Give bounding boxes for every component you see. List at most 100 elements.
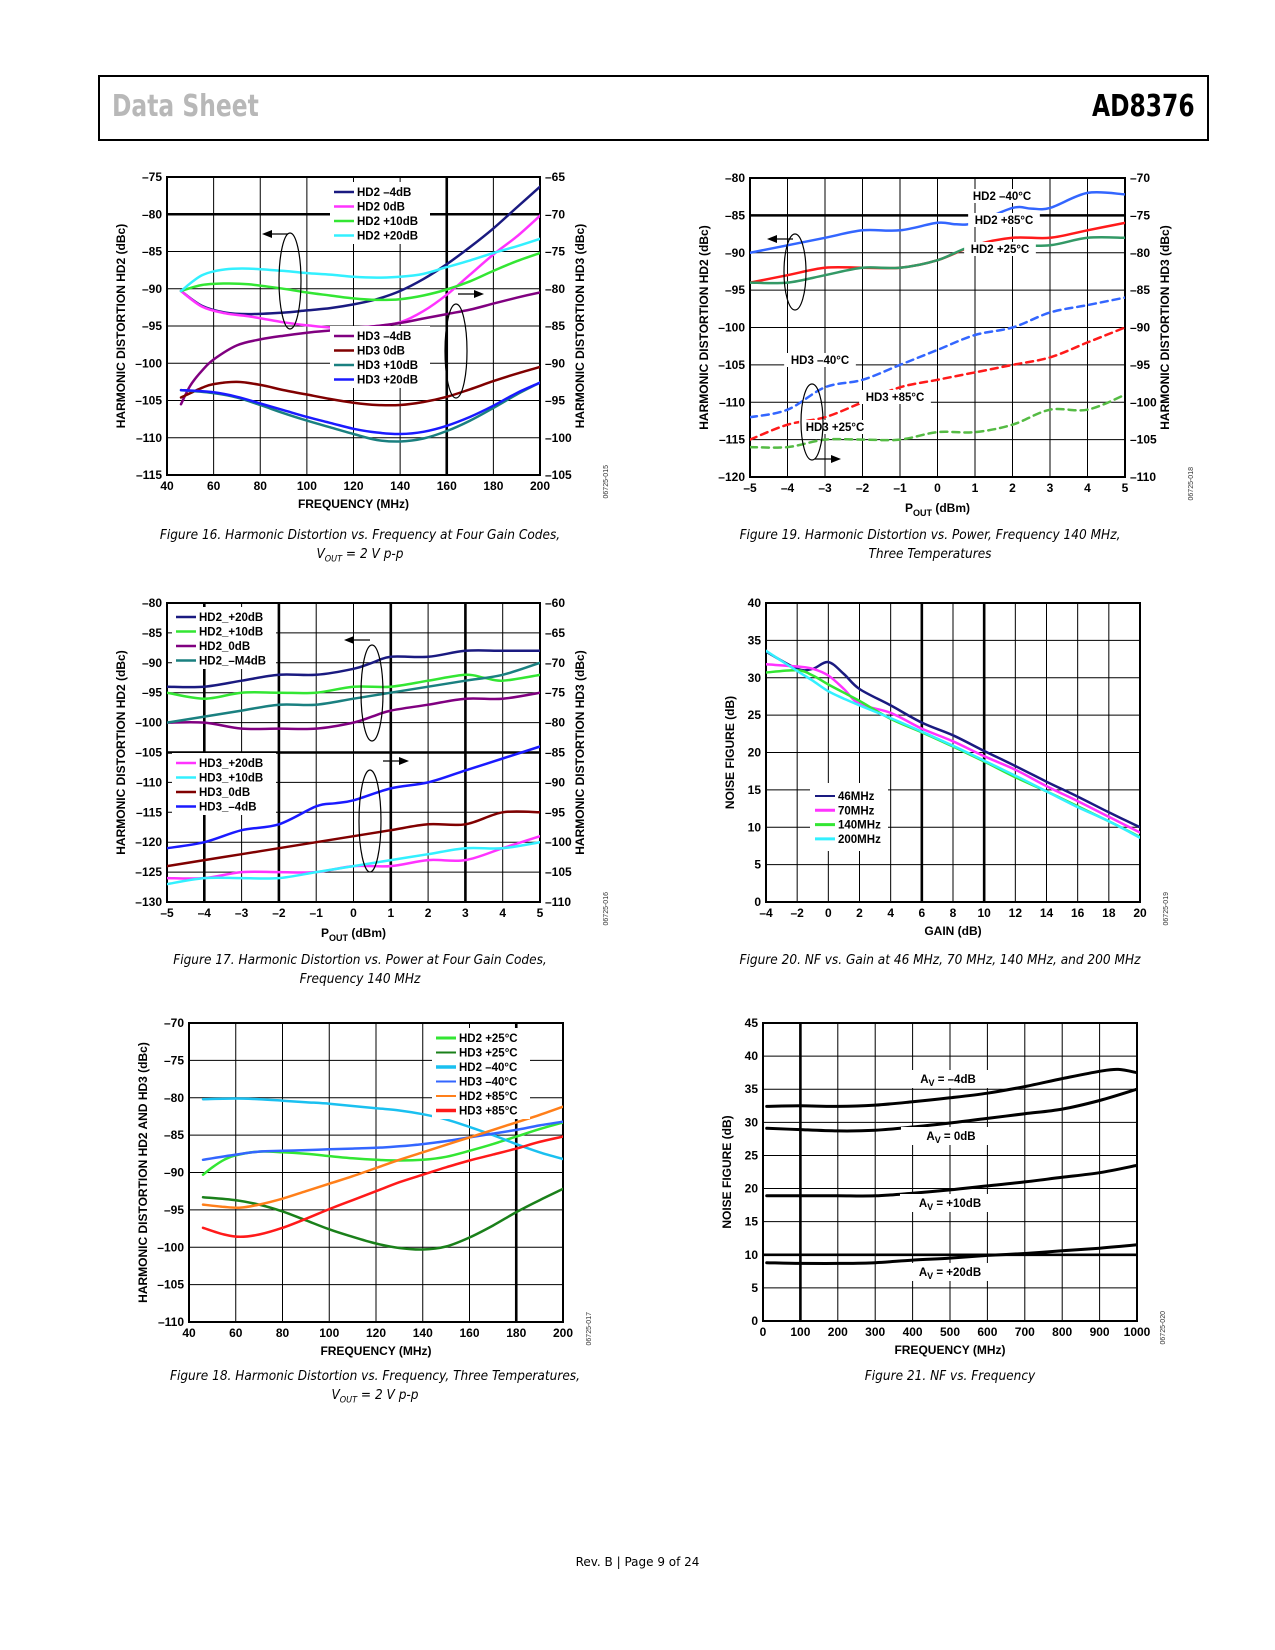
- legend-entry: HD2_–M4dB: [199, 656, 266, 668]
- x-tick-label: 120: [343, 479, 363, 493]
- x-axis-label-unit: (dBm): [348, 926, 386, 940]
- y-axis-label: HARMONIC DISTORTION HD2 AND HD3 (dBc): [136, 1042, 150, 1303]
- x-tick-label: 100: [297, 479, 317, 493]
- y-tick-label: –120: [718, 470, 745, 484]
- y2-axis-label: HARMONIC DISTORTION HD3 (dBc): [573, 224, 587, 428]
- fig19-caption-line2: Three Temperatures: [868, 546, 992, 562]
- caption-sub: OUT: [324, 554, 343, 565]
- y-tick-label: –70: [164, 1016, 184, 1030]
- y2-tick-label: –65: [545, 626, 565, 640]
- y-tick-label: 30: [748, 671, 762, 685]
- annotation-value: = 0dB: [941, 1131, 976, 1143]
- y-tick-label: –110: [136, 431, 162, 445]
- y2-tick-label: –105: [1130, 433, 1157, 447]
- grouping-ellipse: [278, 232, 302, 330]
- y2-tick-label: –75: [1130, 208, 1150, 222]
- x-tick-label: 900: [1090, 1325, 1110, 1339]
- x-tick-label: 20: [1133, 906, 1147, 920]
- x-tick-label: 100: [319, 1326, 339, 1340]
- fig20-chart: –4 –2 0 2 4 6 8 10 12 14 16 18 20 0 5 10 15 20 25 30 35 40 GAI…: [723, 596, 1170, 938]
- series-line-200mhz: [766, 649, 1140, 839]
- x-tick-label: 1: [387, 906, 394, 920]
- x-axis-label-p: P: [321, 926, 329, 940]
- series-line-hd2-40-c: [750, 190, 1125, 255]
- y-tick-label: –115: [136, 805, 162, 819]
- legend-entry: HD2 +25°C: [459, 1033, 518, 1045]
- y2-tick-label: –100: [1130, 395, 1157, 409]
- y2-tick-label: –95: [1130, 358, 1150, 372]
- plot-frame: [765, 602, 1141, 903]
- fig16-caption-line2: VOUT = 2 V p-p: [144, 545, 576, 570]
- y-tick-label: –125: [135, 865, 162, 879]
- figure-code: 06725-017: [586, 1312, 593, 1346]
- legend-entry: HD3 +10dB: [357, 360, 418, 372]
- fig18-caption-line1: Figure 18. Harmonic Distortion vs. Frequ…: [169, 1368, 581, 1384]
- x-tick-label: 0: [825, 906, 832, 920]
- fig17-caption: Figure 17. Harmonic Distortion vs. Power…: [144, 951, 576, 989]
- figure-code: 06725-020: [1160, 1311, 1167, 1345]
- x-tick-label: 4: [499, 906, 506, 920]
- x-tick-label: 180: [506, 1326, 526, 1340]
- series-line-hd2-0db: [167, 691, 540, 731]
- page-header: Data Sheet AD8376: [98, 75, 1209, 141]
- gain-annotation: AV = +20dB: [919, 1267, 981, 1281]
- series-line-hd3-20db: [179, 381, 540, 436]
- series-line-hd2-20db: [179, 237, 540, 293]
- x-tick-label: 500: [940, 1325, 960, 1339]
- y-tick-label: 15: [745, 1215, 759, 1229]
- fig17-chart: –5 –4 –3 –2 –1 0 1 2 3 4 5 –130 –125 –120 –115 –110 –105…: [114, 596, 610, 943]
- y-tick-label: –100: [718, 321, 745, 335]
- annotation-value: = +20dB: [933, 1267, 981, 1279]
- y-tick-label: 25: [748, 708, 762, 722]
- series-line-hd3-10db: [179, 381, 540, 443]
- plot-frame: [188, 1022, 564, 1323]
- fig19-caption-line1: Figure 19. Harmonic Distortion vs. Power…: [739, 527, 1121, 543]
- y-tick-label: 25: [745, 1148, 759, 1162]
- legend-entry: HD2_+20dB: [199, 612, 263, 624]
- y2-tick-label: –105: [545, 468, 572, 482]
- y-tick-label: –85: [142, 626, 162, 640]
- series-line-av-10db: [765, 1163, 1137, 1198]
- annotation-background: [900, 1194, 1000, 1212]
- y2-tick-label: –60: [545, 596, 565, 610]
- y2-tick-label: –80: [545, 716, 565, 730]
- plot-frame: [166, 602, 541, 903]
- y-tick-label: 5: [751, 1281, 758, 1295]
- x-tick-label: 0: [934, 481, 941, 495]
- caption-v: V: [316, 546, 325, 562]
- y-tick-label: –100: [135, 356, 162, 370]
- label-background: [968, 213, 1040, 227]
- y2-tick-label: –100: [545, 835, 572, 849]
- annotation-background: [901, 1127, 1001, 1145]
- y-tick-label: –115: [719, 433, 745, 447]
- y-tick-label: –80: [142, 596, 162, 610]
- x-tick-label: 2: [1009, 481, 1016, 495]
- x-axis-label-sub: OUT: [329, 933, 349, 943]
- x-tick-label: –2: [790, 906, 804, 920]
- figure-code: 06725-016: [603, 892, 610, 926]
- fig18-chart: 40 60 80 100 120 140 160 180 200 –110 –105 –100 –95 –…: [136, 1016, 593, 1358]
- legend-entry: HD2_0dB: [199, 641, 250, 653]
- y-tick-label: –80: [142, 207, 162, 221]
- caption-v: V: [331, 1387, 340, 1403]
- x-tick-label: 2: [425, 906, 432, 920]
- y2-tick-label: –110: [1130, 470, 1156, 484]
- series-label: HD2 –40°C: [973, 191, 1031, 203]
- y-tick-label: 20: [745, 1182, 759, 1196]
- y-tick-label: –90: [142, 282, 162, 296]
- y2-tick-label: –85: [545, 746, 565, 760]
- legend-entry: HD2 +10dB: [357, 216, 418, 228]
- x-tick-label: 0: [350, 906, 357, 920]
- y2-tick-label: –110: [545, 895, 571, 909]
- series-label: HD3 –40°C: [791, 355, 849, 367]
- y-axis-label: NOISE FIGURE (dB): [723, 696, 737, 809]
- x-tick-label: 200: [828, 1325, 848, 1339]
- x-tick-label: 40: [182, 1326, 196, 1340]
- x-tick-label: 120: [366, 1326, 386, 1340]
- x-axis-label-unit: (dBm): [932, 501, 970, 515]
- x-tick-label: 100: [790, 1325, 810, 1339]
- x-tick-label: 40: [160, 479, 174, 493]
- figure-code: 06725-019: [1163, 892, 1170, 926]
- series-line-hd3-10db: [167, 840, 540, 886]
